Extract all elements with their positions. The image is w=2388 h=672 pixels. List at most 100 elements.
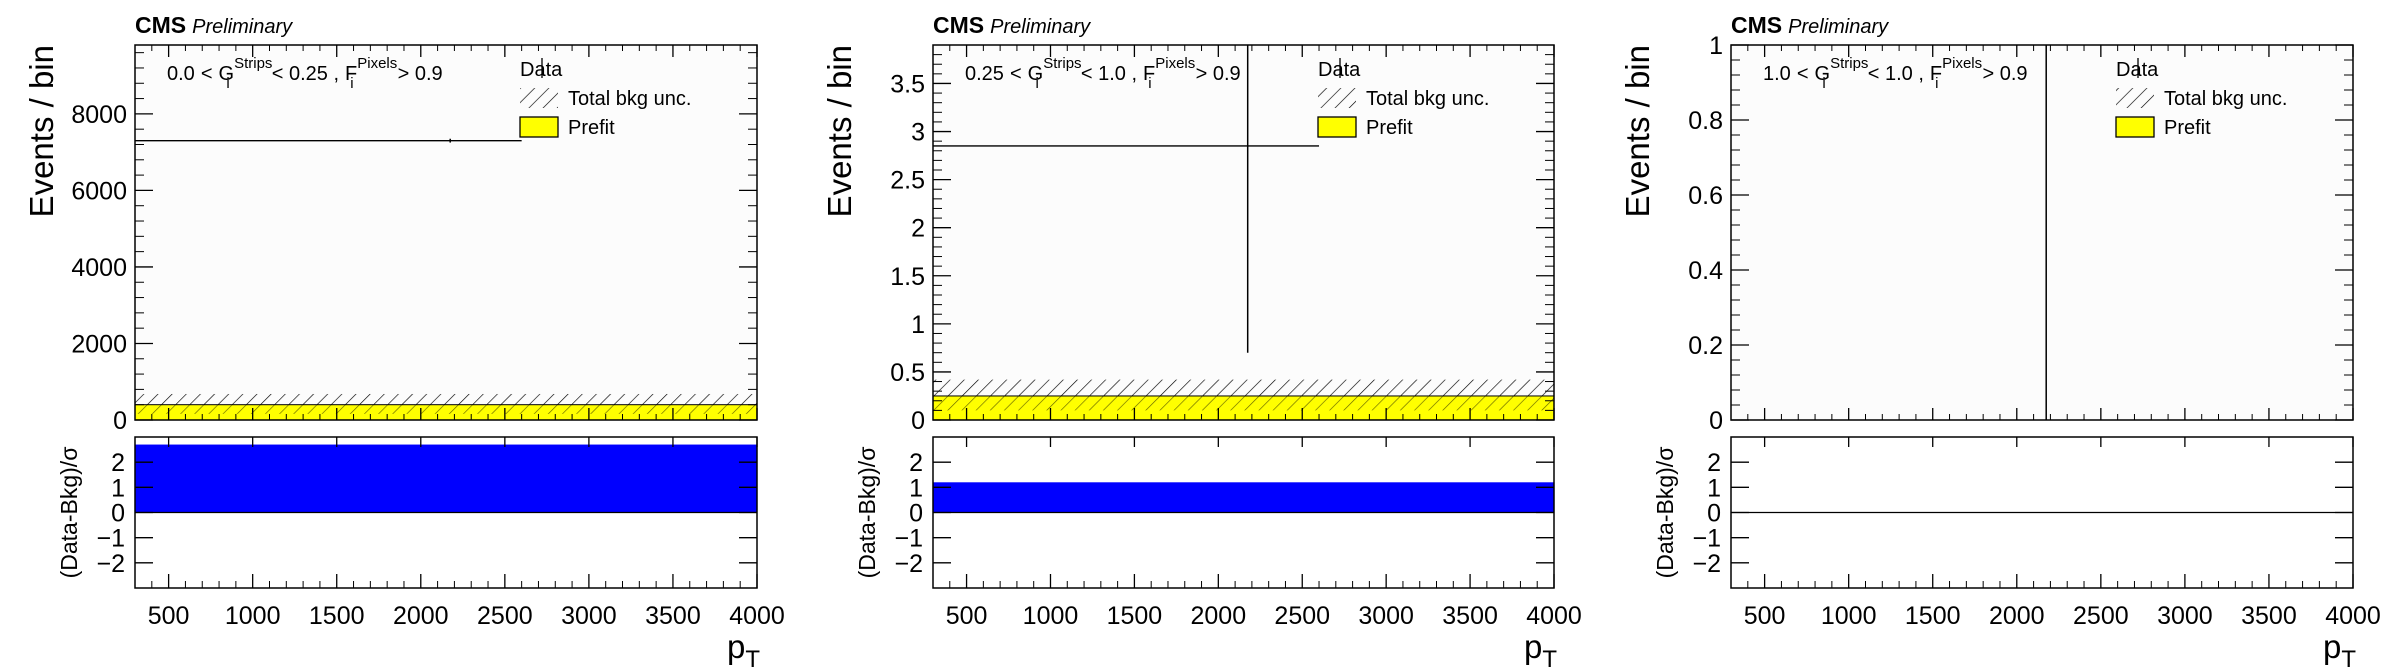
- f-symbol: F: [1143, 63, 1155, 85]
- selection-cut: > 0.9: [1982, 63, 2027, 85]
- x-tick-label: 500: [148, 602, 190, 630]
- ratio-y-tick-label: 0: [909, 500, 923, 528]
- f-symbol: F: [345, 63, 357, 85]
- y-axis-title: Events / bin: [821, 45, 858, 217]
- x-tick-label: 3500: [645, 602, 701, 630]
- x-tick-label: 1000: [225, 602, 281, 630]
- selection-lo: 1.0: [1763, 63, 1791, 85]
- y-tick-label: 8000: [71, 101, 127, 129]
- ratio-y-tick-label: −2: [894, 550, 923, 578]
- x-tick-label: 2500: [2073, 602, 2129, 630]
- cms-text: CMS: [933, 12, 984, 38]
- legend-data-label: Data: [520, 59, 563, 81]
- selection-label: 0.25 < GStrips i < 1.0 , FPixels i > 0.9: [965, 55, 1241, 92]
- legend-prefit-swatch: [519, 116, 559, 138]
- f-symbol: F: [1930, 63, 1942, 85]
- x-tick-label: 2500: [1274, 602, 1330, 630]
- ratio-y-tick-label: 0: [111, 500, 125, 528]
- x-tick-label: 500: [1744, 602, 1786, 630]
- y-tick-label: 0.8: [1688, 107, 1723, 135]
- y-tick-label: 3.5: [890, 70, 925, 98]
- y-tick-label: 1: [1709, 32, 1723, 60]
- x-tick-label: 4000: [729, 602, 785, 630]
- x-tick-label: 4000: [1526, 602, 1582, 630]
- chart-panel-2: 0 0.5 1 1.5 2 2.5 3 3.5 CMS Preliminary Events / b…: [821, 12, 1582, 672]
- pull-bar: [135, 444, 757, 513]
- ratio-y-tick-label: −2: [1692, 550, 1721, 578]
- main-frame: [134, 44, 758, 421]
- cms-label: CMS Preliminary: [135, 12, 293, 38]
- chart-panel-3: 0 0.2 0.4 0.6 0.8 1 CMS Preliminary Events / bin…: [1619, 12, 2381, 672]
- x-axis-title: pT: [1524, 628, 1557, 672]
- legend-unc-label: Total bkg unc.: [568, 88, 691, 110]
- selection-cut: > 0.9: [1196, 63, 1241, 85]
- x-tick-label: 3000: [561, 602, 617, 630]
- ratio-y-tick-label: 1: [909, 474, 923, 502]
- x-tick-label: 4000: [2325, 602, 2381, 630]
- ratio-y-tick-label: −1: [1692, 525, 1721, 553]
- selection-lo: 0.0: [167, 63, 195, 85]
- y-tick-label: 0.6: [1688, 182, 1723, 210]
- selection-lt: <: [1797, 63, 1809, 85]
- f-subscript: i: [1935, 75, 1938, 92]
- cms-label: CMS Preliminary: [1731, 12, 1889, 38]
- legend-prefit-label: Prefit: [1366, 117, 1413, 139]
- f-superscript: Pixels: [1155, 55, 1195, 72]
- ratio-y-tick-label: 1: [111, 474, 125, 502]
- cms-text: CMS: [1731, 12, 1782, 38]
- g-superscript: Strips: [1043, 55, 1081, 72]
- ratio-y-tick-label: 0: [1707, 500, 1721, 528]
- cms-text: CMS: [135, 12, 186, 38]
- f-superscript: Pixels: [357, 55, 397, 72]
- y-tick-label: 0: [911, 407, 925, 435]
- legend-data-label: Data: [2116, 59, 2159, 81]
- g-subscript: i: [226, 75, 229, 92]
- legend-prefit-label: Prefit: [568, 117, 615, 139]
- main-plot-area: [135, 45, 757, 420]
- selection-label: 0.0 < GStrips i < 0.25 , FPixels i > 0.9: [167, 55, 443, 92]
- pull-bar: [933, 482, 1554, 513]
- x-axis-title: pT: [2323, 628, 2356, 672]
- main-frame: [932, 44, 1555, 421]
- y-tick-label: 0.5: [890, 359, 925, 387]
- legend-prefit-swatch: [1317, 116, 1357, 138]
- preliminary-text: Preliminary: [990, 16, 1091, 38]
- ratio-y-axis-title: (Data-Bkg)/σ: [854, 447, 880, 579]
- f-subscript: i: [1148, 75, 1151, 92]
- y-tick-label: 1.5: [890, 263, 925, 291]
- selection-hi: < 0.25 ,: [272, 63, 339, 85]
- x-axis-title-main: p: [1524, 628, 1542, 665]
- y-tick-label: 6000: [71, 177, 127, 205]
- legend-unc-swatch: [1318, 88, 1356, 108]
- x-tick-label: 3000: [1358, 602, 1414, 630]
- y-axis-title: Events / bin: [1619, 45, 1656, 217]
- x-tick-label: 1500: [1905, 602, 1961, 630]
- y-tick-label: 3: [911, 119, 925, 147]
- selection-lt: <: [1010, 63, 1022, 85]
- g-symbol: G: [1028, 63, 1044, 85]
- x-axis-title-sub: T: [2341, 646, 2356, 672]
- ratio-y-tick-label: 2: [909, 449, 923, 477]
- selection-lo: 0.25: [965, 63, 1004, 85]
- x-tick-label: 3000: [2157, 602, 2213, 630]
- selection-hi: < 1.0 ,: [1868, 63, 1924, 85]
- y-tick-label: 0.2: [1688, 332, 1723, 360]
- preliminary-text: Preliminary: [192, 16, 293, 38]
- g-subscript: i: [1036, 75, 1039, 92]
- ratio-y-tick-label: 2: [1707, 449, 1721, 477]
- ratio-y-tick-label: −1: [894, 525, 923, 553]
- x-tick-label: 1000: [1821, 602, 1877, 630]
- main-frame: [1730, 44, 2354, 421]
- ratio-y-axis-title: (Data-Bkg)/σ: [1652, 447, 1678, 579]
- x-tick-label: 2000: [1989, 602, 2045, 630]
- selection-hi: < 1.0 ,: [1081, 63, 1137, 85]
- x-tick-label: 1500: [309, 602, 365, 630]
- cms-label: CMS Preliminary: [933, 12, 1091, 38]
- f-superscript: Pixels: [1942, 55, 1982, 72]
- g-superscript: Strips: [234, 55, 272, 72]
- legend-prefit-swatch: [2115, 116, 2155, 138]
- legend-data-label: Data: [1318, 59, 1361, 81]
